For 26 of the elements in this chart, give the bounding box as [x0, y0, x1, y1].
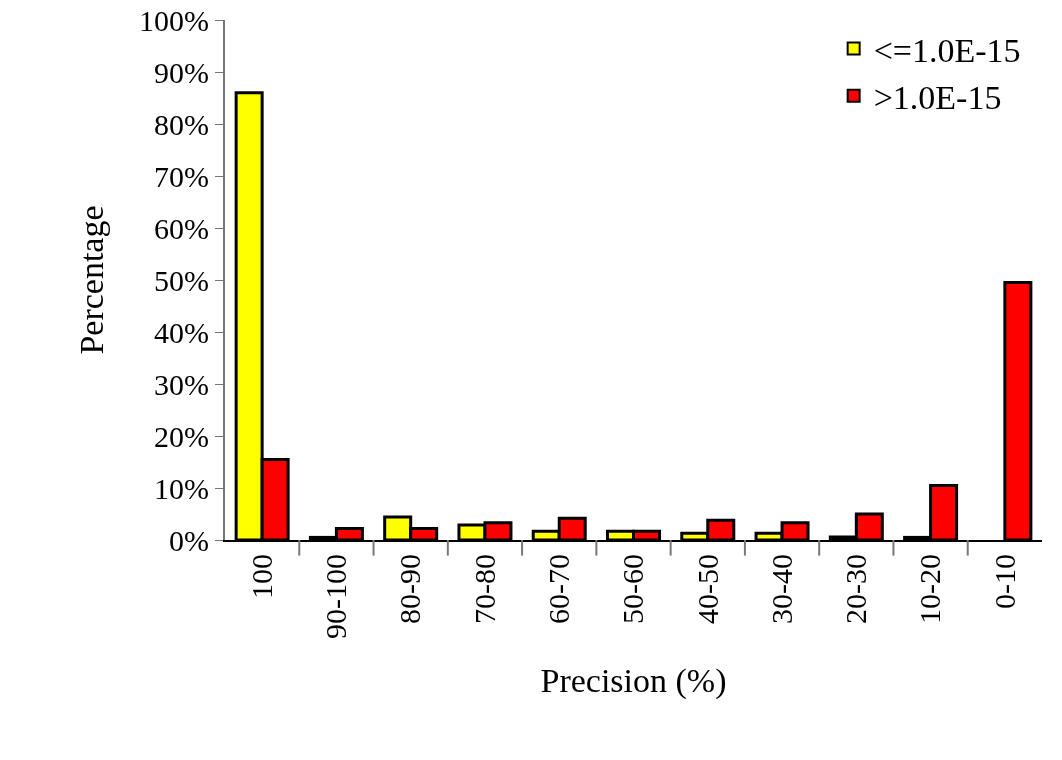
x-tick-label: 60-70: [541, 554, 575, 624]
y-tick-label: 60%: [154, 211, 209, 245]
legend-label: <=1.0E-15: [873, 31, 1021, 69]
x-tick-label: 50-60: [616, 554, 650, 624]
y-tick-label: 30%: [154, 367, 209, 401]
x-tick-label: 80-90: [393, 554, 427, 624]
y-tick-label: 70%: [154, 159, 209, 193]
x-tick-label: 10-20: [913, 554, 947, 624]
x-tick-label: 100: [244, 554, 278, 599]
x-tick-label: 30-40: [764, 554, 798, 624]
y-tick-label: 90%: [154, 55, 209, 89]
x-tick-label: 20-30: [839, 554, 873, 624]
y-axis-title: Percentage: [73, 205, 111, 355]
legend-label: >1.0E-15: [873, 79, 1002, 117]
x-tick-label: 40-50: [690, 554, 724, 624]
y-tick-label: 100%: [139, 3, 209, 37]
y-tick-label: 50%: [154, 263, 209, 297]
x-tick-label: 70-80: [467, 554, 501, 624]
x-tick-label: 90-100: [319, 554, 353, 639]
y-tick-label: 10%: [154, 471, 209, 505]
x-axis-title: Precision (%): [540, 661, 727, 700]
y-tick-label: 80%: [154, 107, 209, 141]
y-tick-label: 20%: [154, 419, 209, 453]
y-tick-label: 0%: [169, 523, 209, 557]
x-tick-label: 0-10: [987, 554, 1021, 609]
y-tick-label: 40%: [154, 315, 209, 349]
